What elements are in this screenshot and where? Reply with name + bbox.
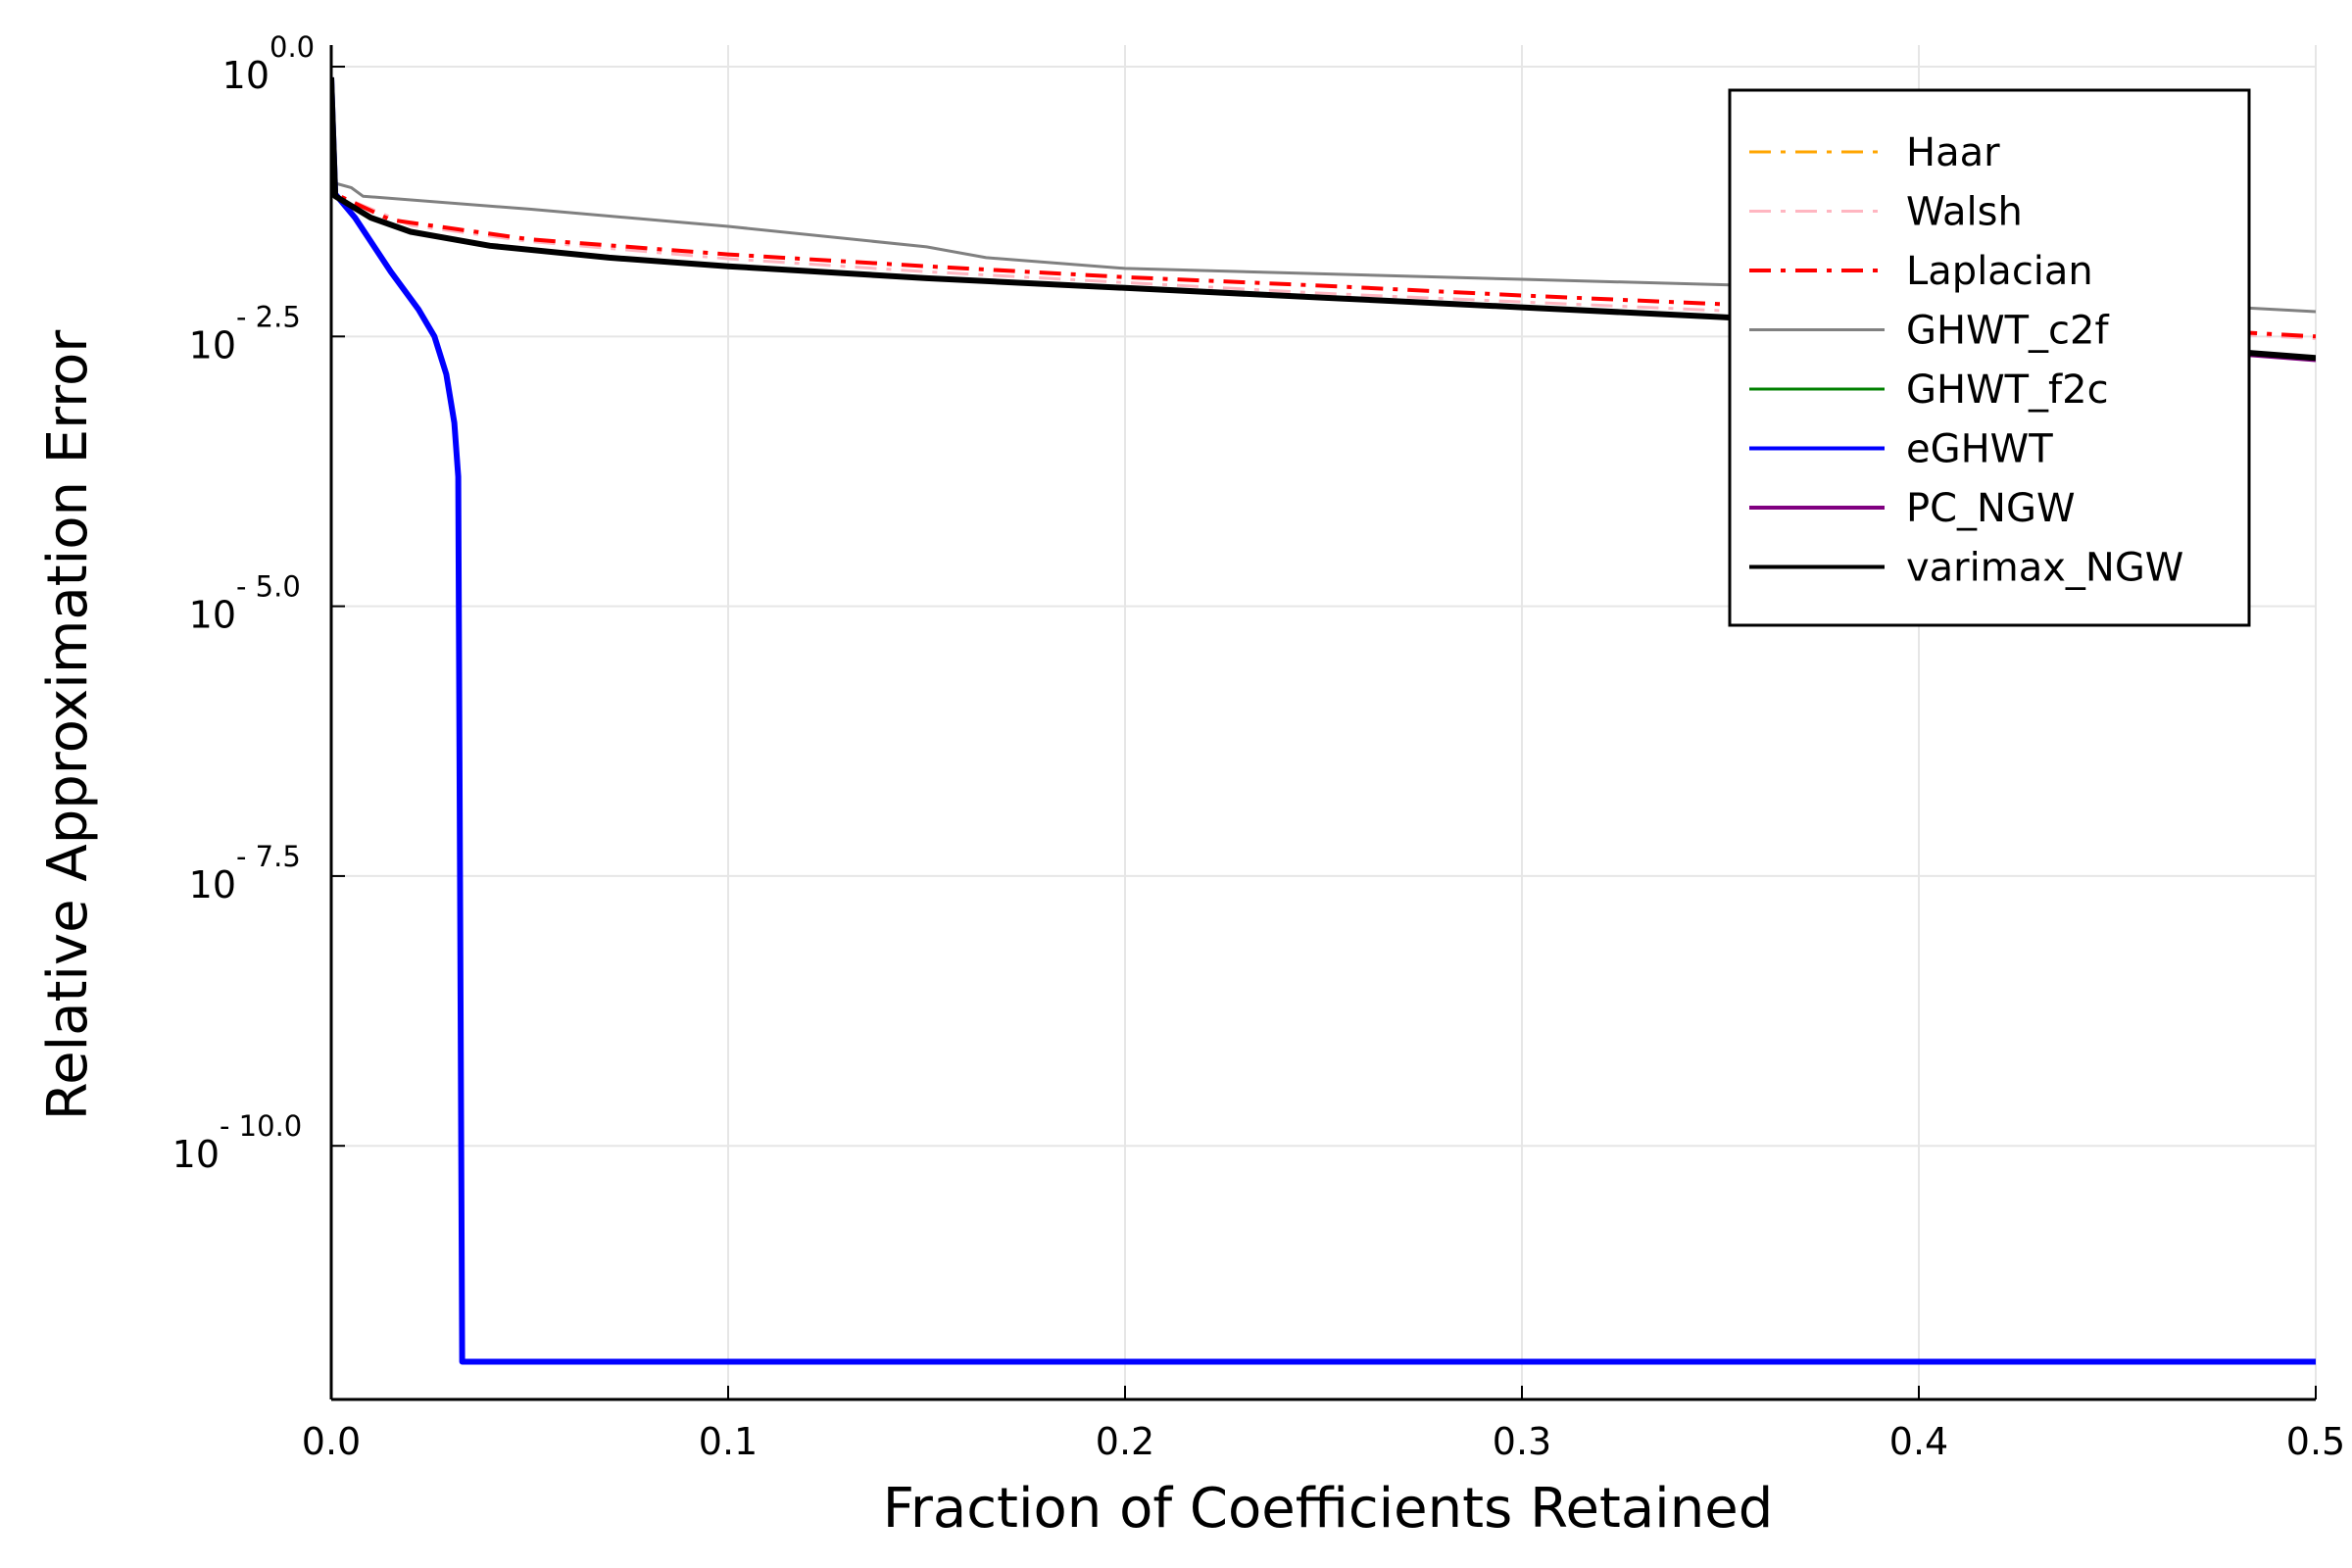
grid-lines <box>330 45 2317 1399</box>
y-tick-exponent: - 7.5 <box>236 840 301 873</box>
y-tick-exponent: - 10.0 <box>220 1109 302 1143</box>
legend-label: Haar <box>1906 130 2000 175</box>
legend-label: GHWT_f2c <box>1906 368 2109 413</box>
y-tick-label: 10- 7.5 <box>189 840 301 906</box>
y-tick-label: 10- 2.5 <box>189 300 301 367</box>
legend: Haar Walsh Laplacian GHWT_c2f GHWT_f2c eGHWT P… <box>1728 88 2251 627</box>
y-tick-exponent: 0.0 <box>270 30 315 64</box>
legend-label: GHWT_c2f <box>1906 309 2110 354</box>
legend-label: PC_NGW <box>1906 486 2076 531</box>
x-tick-label: 0.4 <box>1889 1420 1948 1463</box>
y-tick-base: 10 <box>172 1133 220 1176</box>
axes <box>329 45 2317 1401</box>
x-tick-label: 0.5 <box>2286 1420 2345 1463</box>
y-tick-base: 10 <box>189 323 236 367</box>
y-tick-label: 10- 10.0 <box>172 1109 303 1176</box>
y-tick-label: 100.0 <box>222 30 315 97</box>
legend-label: varimax_NGW <box>1906 546 2183 591</box>
y-tick-label: 10- 5.0 <box>189 570 301 637</box>
legend-label: Walsh <box>1906 190 2023 235</box>
legend-box <box>1728 88 2251 627</box>
legend-label: Laplacian <box>1906 249 2093 294</box>
y-tick-base: 10 <box>222 54 270 97</box>
y-tick-base: 10 <box>189 863 236 906</box>
series-line-eghwt <box>331 76 2316 1365</box>
x-axis-label: Fraction of Coefficients Retained <box>883 1477 1773 1541</box>
series-line-ghwt-c2f <box>331 76 2316 314</box>
y-tick-base: 10 <box>189 594 236 637</box>
y-axis-label: Relative Approximation Error <box>36 329 100 1120</box>
legend-label: eGHWT <box>1906 427 2053 472</box>
y-tick-exponent: - 5.0 <box>236 570 301 604</box>
x-tick-label: 0.1 <box>699 1420 758 1463</box>
x-tick-label: 0.3 <box>1493 1420 1551 1463</box>
y-tick-exponent: - 2.5 <box>236 300 301 333</box>
x-tick-label: 0.2 <box>1096 1420 1154 1463</box>
x-tick-label: 0.0 <box>302 1420 361 1463</box>
